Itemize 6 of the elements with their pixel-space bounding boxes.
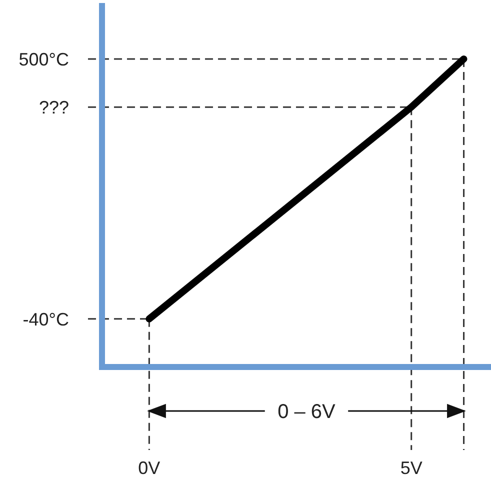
y-tick-label: -40°C xyxy=(22,309,69,330)
y-tick-label: 500°C xyxy=(18,49,69,70)
y-tick-label: ??? xyxy=(38,97,69,118)
x-tick-label: 0V xyxy=(138,458,160,478)
text: 0 – 6V xyxy=(278,401,336,423)
x-tick-label: 5V xyxy=(400,458,422,478)
